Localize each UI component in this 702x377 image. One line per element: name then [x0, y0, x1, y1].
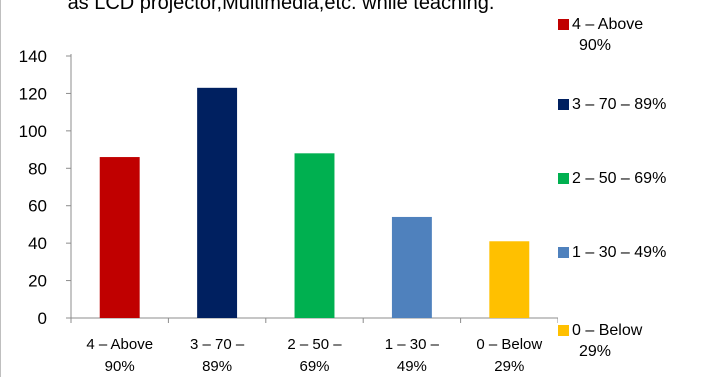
x-tick-label: 0 – Below — [476, 336, 542, 353]
chart-title: as LCD projector,Multimedia,etc. while t… — [67, 0, 495, 14]
y-tick-label: 60 — [28, 197, 47, 216]
legend-swatch — [558, 247, 569, 258]
legend-label: 4 – Above — [572, 16, 644, 33]
bar — [391, 216, 432, 318]
x-tick-label: 4 – Above — [86, 336, 153, 353]
y-tick-label: 80 — [28, 159, 47, 178]
bar — [489, 241, 530, 318]
legend-label: 2 – 50 – 69% — [572, 170, 667, 187]
x-tick-label: 90% — [105, 358, 135, 375]
x-tick-label: 89% — [202, 358, 232, 375]
legend-swatch — [558, 99, 569, 110]
chart-legend: 4 – Above 90% 3 – 70 – 89% 2 – 50 – 69% 1 – … — [558, 0, 702, 377]
x-tick-label: 2 – 50 – — [287, 336, 342, 353]
legend-swatch — [558, 325, 569, 336]
legend-label: 1 – 30 – 49% — [572, 244, 667, 261]
y-tick-label: 120 — [19, 84, 47, 103]
y-tick-label: 0 — [38, 309, 47, 328]
legend-swatch — [558, 19, 569, 30]
bar — [197, 87, 238, 318]
y-tick-label: 20 — [28, 272, 47, 291]
bar — [294, 153, 335, 318]
x-tick-label: 1 – 30 – — [385, 336, 440, 353]
legend-swatch — [558, 173, 569, 184]
legend-label: 90% — [579, 37, 612, 54]
y-tick-label: 140 — [19, 47, 47, 66]
plot-area: 0 20 40 60 80 100 120 140 4 – Above 90% 3 – 70 – 89… — [19, 47, 558, 375]
x-tick-label: 69% — [299, 358, 329, 375]
legend-label: 3 – 70 – 89% — [572, 96, 667, 113]
y-tick-label: 40 — [28, 234, 47, 253]
x-tick-label: 49% — [397, 358, 427, 375]
legend-label: 0 – Below — [572, 322, 643, 339]
x-tick-label: 3 – 70 – — [190, 336, 245, 353]
legend-label: 29% — [579, 343, 612, 360]
x-tick-label: 29% — [494, 358, 524, 375]
y-tick-label: 100 — [19, 122, 47, 141]
bar — [99, 157, 140, 318]
